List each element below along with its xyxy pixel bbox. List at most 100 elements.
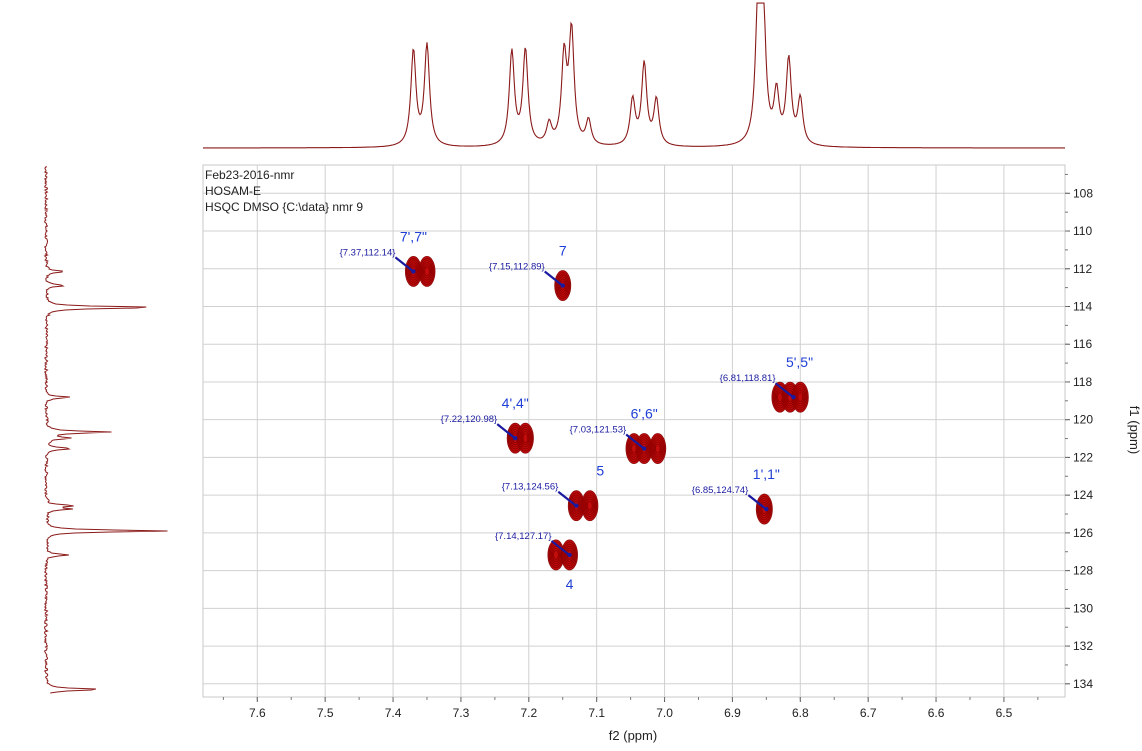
contour-ring	[424, 266, 430, 277]
contour-ring	[796, 390, 805, 405]
contour-ring	[585, 498, 594, 513]
peaks: {7.37,112.14} 7',7" {7.15,112.89} 7 {6.81,11…	[340, 228, 814, 592]
info-line-1: Feb23-2016-nmr	[205, 168, 294, 182]
peak-3: {6.81,118.81} 5',5"	[720, 354, 813, 413]
contour-ring	[582, 492, 598, 520]
peak-marker	[513, 435, 518, 441]
f2-projection	[203, 2, 1065, 149]
contour-ring	[420, 260, 434, 283]
peak-assignment-label: 5	[596, 463, 604, 479]
contour-ring	[573, 500, 580, 511]
contour-ring	[639, 439, 650, 458]
annotation-pointer	[774, 382, 796, 400]
contour-ring	[571, 496, 582, 515]
y-tick-label: 108	[1073, 186, 1093, 200]
contour-ring	[550, 545, 562, 565]
x-tick-label: 6.5	[996, 706, 1013, 720]
x-tick-label: 7.3	[453, 706, 470, 720]
x-tick-label: 6.9	[724, 706, 741, 720]
y-tick-label: 110	[1073, 224, 1092, 238]
contour-ring	[797, 392, 804, 403]
contour-ring	[410, 266, 417, 277]
contour-ring	[563, 543, 576, 567]
contour-ring	[650, 435, 666, 462]
annotation-pointer	[550, 540, 572, 557]
y-tick-label: 134	[1073, 677, 1093, 691]
peak-assignment-label: 6',6"	[631, 406, 658, 422]
annotation-pointer	[496, 423, 517, 441]
peak-7: {6.85,124.74} 1',1"	[692, 466, 780, 525]
contour-ring	[555, 272, 571, 299]
y-tick-label: 126	[1073, 526, 1093, 540]
contour-ring	[756, 495, 772, 523]
peak-marker	[567, 552, 572, 558]
peak-assignment-label: 4',4"	[502, 395, 529, 411]
contour-ring	[651, 437, 664, 460]
annotation-pointer	[557, 490, 578, 508]
info-line-2: HOSAM-E	[205, 184, 261, 198]
contour-ring	[641, 443, 648, 454]
x-tick-label: 7.6	[249, 706, 266, 720]
contour-ring	[583, 494, 597, 517]
contour-ring	[572, 498, 581, 513]
peak-coordinate-annotation: {7.37,112.14}	[340, 247, 396, 258]
f1-projection	[43, 165, 168, 694]
contour-ring	[521, 431, 530, 446]
peak-6: {7.13,124.56} 5	[502, 463, 604, 522]
y-axis-label: f1 (ppm)	[1127, 406, 1142, 454]
contour-ring	[421, 262, 433, 281]
peak-1: {7.37,112.14} 7',7"	[340, 228, 436, 287]
annotation-pointer	[625, 433, 646, 451]
peak-marker	[560, 283, 565, 288]
peak-marker	[764, 506, 769, 512]
contour-ring	[759, 499, 770, 519]
y-tick-label: 120	[1073, 413, 1093, 427]
peak-5: {7.03,121.53} 6',6"	[570, 406, 667, 464]
contour-ring	[587, 500, 593, 511]
y-tick-label: 132	[1073, 639, 1093, 653]
contour-ring	[564, 545, 575, 565]
peak-2: {7.15,112.89} 7	[489, 243, 572, 301]
peak-4: {7.22,120.98} 4',4"	[441, 395, 534, 454]
peak-coordinate-annotation: {7.13,124.56}	[502, 482, 559, 493]
x-tick-label: 7.1	[588, 706, 605, 720]
peak-coordinate-annotation: {7.14,127.17}	[495, 531, 552, 542]
contour-ring	[559, 280, 566, 291]
contour-ring	[653, 441, 662, 456]
contour-ring	[557, 276, 568, 295]
spectrum-info: Feb23-2016-nmr HOSAM-E HSQC DMSO {C:\dat…	[205, 168, 363, 214]
y-tick-label: 118	[1073, 375, 1092, 389]
contour-ring	[551, 547, 560, 562]
x-tick-label: 6.7	[860, 706, 877, 720]
contour-ring	[652, 439, 663, 458]
y-tick-label: 112	[1073, 262, 1092, 276]
peak-marker	[791, 395, 796, 400]
peak-assignment-label: 4	[566, 576, 574, 592]
contour-ring	[553, 549, 559, 560]
x-tick-label: 7.5	[317, 706, 334, 720]
contour-ring	[522, 433, 529, 444]
x-axis-label: f2 (ppm)	[609, 728, 657, 743]
contour-ring	[558, 278, 567, 293]
peak-marker	[411, 269, 416, 274]
peak-8: {7.14,127.17} 4	[495, 531, 578, 592]
contour-ring	[419, 258, 435, 285]
contour-ring	[562, 541, 577, 569]
f1-projection-trace	[43, 165, 168, 694]
contour-ring	[654, 443, 661, 454]
peak-marker	[641, 446, 647, 451]
peak-coordinate-annotation: {6.85,124.74}	[692, 485, 749, 496]
annotation-pointer	[747, 494, 769, 511]
contour-ring	[640, 441, 649, 456]
y-tick-label: 124	[1073, 488, 1093, 502]
contour-ring	[423, 264, 431, 279]
contour-ring	[408, 262, 419, 281]
peak-coordinate-annotation: {7.15,112.89}	[489, 262, 545, 273]
y-axis: 108 110 112 114 116 118 120 122 124 126 128 130 132 1…	[1065, 173, 1093, 691]
contour-ring	[518, 424, 533, 452]
y-tick-label: 122	[1073, 450, 1093, 464]
peak-assignment-label: 7	[559, 243, 567, 259]
peak-assignment-label: 1',1"	[753, 466, 780, 482]
x-tick-label: 6.6	[928, 706, 945, 720]
